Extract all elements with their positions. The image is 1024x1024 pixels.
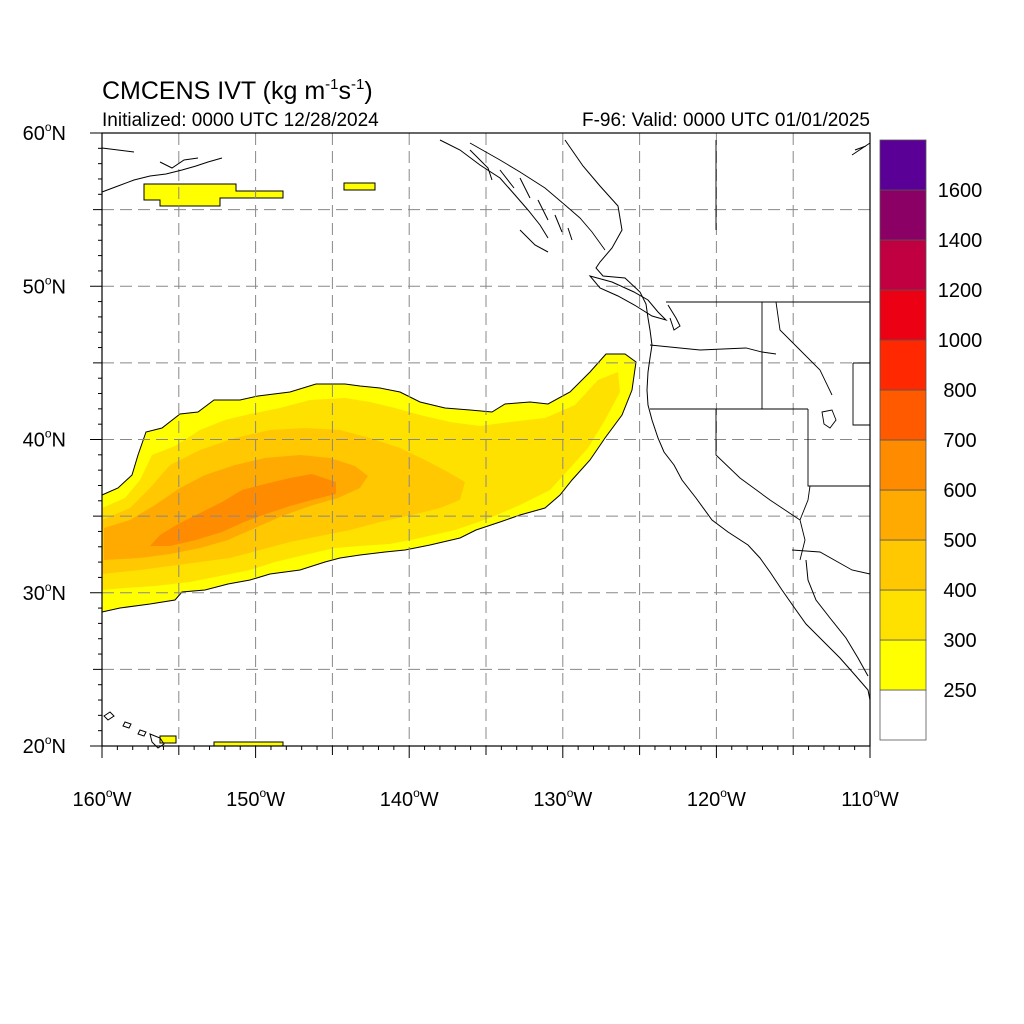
colorbar-label: 1200 (938, 280, 983, 302)
political-borders (469, 140, 871, 575)
colorbar-box (879, 639, 927, 691)
washington-oregon-border (649, 344, 777, 355)
colorbar-box (879, 539, 927, 591)
lon-label: 140oW (380, 786, 439, 811)
colorbar-label: 500 (943, 530, 976, 552)
alaska-panhandle-islands (439, 139, 573, 253)
colorbar-label: 600 (943, 480, 976, 502)
colorbar-box (879, 239, 927, 291)
lat-label: 30oN (23, 580, 66, 605)
colorbar-label: 700 (943, 430, 976, 452)
colorbar-box (879, 289, 927, 341)
lon-label: 160oW (73, 786, 132, 811)
colorbar-label: 250 (943, 680, 976, 702)
axis-ticks (90, 132, 871, 758)
colorbar-box (879, 189, 927, 241)
colorbar-box (879, 439, 927, 491)
map-title: CMCENS IVT (kg m-1s-1) (102, 76, 373, 105)
alaska-peninsula (101, 147, 223, 193)
lon-label: 150oW (226, 786, 285, 811)
lat-label: 20oN (23, 733, 66, 758)
baja-coast (805, 559, 869, 677)
hawaii-islands (103, 711, 165, 749)
ivt-colorbar: 250 300 400 500 600 700 800 1000 1200 1400 1600 (879, 139, 983, 741)
great-salt-lake (821, 409, 837, 429)
lon-label: 130oW (533, 786, 592, 811)
colorbar-box (879, 339, 927, 391)
ivt-field (101, 182, 637, 747)
lat-label: 40oN (23, 427, 66, 452)
alaska-canada-border (469, 140, 717, 251)
colorbar-box (879, 689, 927, 741)
nevada-border (715, 409, 801, 521)
vancouver-island (588, 275, 668, 322)
utah-border (852, 362, 870, 426)
ivt-250-300-hawaii-a (159, 735, 177, 744)
ivt-250-300-gulf-alaska-b (343, 182, 376, 191)
lat-label: 60oN (23, 120, 66, 145)
init-time-label: Initialized: 0000 UTC 12/28/2024 (102, 110, 379, 131)
ivt-600-700-max (150, 474, 336, 546)
colorbar-box (879, 139, 927, 191)
mexico-border (791, 549, 871, 575)
colorbar-label: 300 (943, 630, 976, 652)
axis-labels: 160oW 150oW 140oW 130oW 120oW 110oW 60oN 50oN 40… (23, 120, 899, 811)
colorbar-box (879, 389, 927, 441)
idaho-border (761, 301, 870, 487)
north-america-coast (564, 139, 871, 701)
colorbar-box (879, 489, 927, 541)
coastlines (101, 139, 871, 749)
lon-label: 110oW (841, 786, 899, 811)
colorbar-label: 400 (943, 580, 976, 602)
puget-sound (667, 304, 681, 331)
colorbar-label: 1400 (938, 230, 983, 252)
colorbar-box (879, 589, 927, 641)
valid-time-label: F-96: Valid: 0000 UTC 01/01/2025 (582, 110, 870, 131)
lat-label: 50oN (23, 273, 66, 298)
colorado-river (799, 485, 811, 561)
lon-label: 120oW (687, 786, 746, 811)
colorbar-label: 1000 (938, 330, 983, 352)
graticule (102, 133, 870, 746)
colorbar-label: 1600 (938, 180, 983, 202)
colorbar-label: 800 (943, 380, 976, 402)
ivt-250-300-gulf-alaska-a (143, 183, 284, 207)
